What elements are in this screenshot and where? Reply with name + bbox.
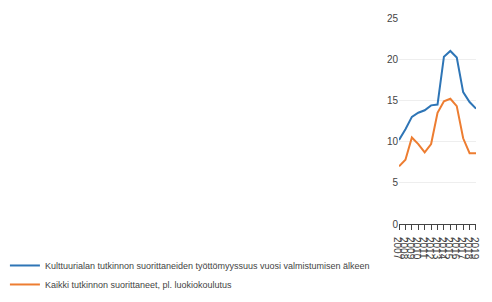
- svg-text:2009: 2009: [405, 237, 416, 260]
- svg-text:15: 15: [387, 95, 399, 106]
- svg-text:2019: 2019: [469, 237, 480, 260]
- svg-text:0: 0: [392, 219, 398, 230]
- svg-text:Kulttuurialan tutkinnon suorit: Kulttuurialan tutkinnon suorittaneiden t…: [45, 261, 370, 271]
- svg-text:2018: 2018: [463, 237, 474, 260]
- svg-text:2012: 2012: [424, 237, 435, 260]
- svg-text:2010: 2010: [411, 237, 422, 260]
- svg-text:5: 5: [392, 177, 398, 188]
- svg-text:2008: 2008: [398, 237, 409, 260]
- svg-text:2015: 2015: [443, 237, 454, 260]
- svg-text:2011: 2011: [418, 237, 429, 259]
- svg-text:2007: 2007: [392, 237, 403, 260]
- svg-text:10: 10: [387, 136, 399, 147]
- svg-text:Kaikki tutkinnon suorittaneet,: Kaikki tutkinnon suorittaneet, pl. luoki…: [45, 280, 232, 290]
- svg-text:2016: 2016: [450, 237, 461, 260]
- svg-text:2014: 2014: [437, 237, 448, 260]
- svg-text:25: 25: [387, 13, 399, 24]
- svg-text:20: 20: [387, 54, 399, 65]
- svg-text:2017: 2017: [456, 237, 467, 260]
- svg-text:2013: 2013: [431, 237, 442, 260]
